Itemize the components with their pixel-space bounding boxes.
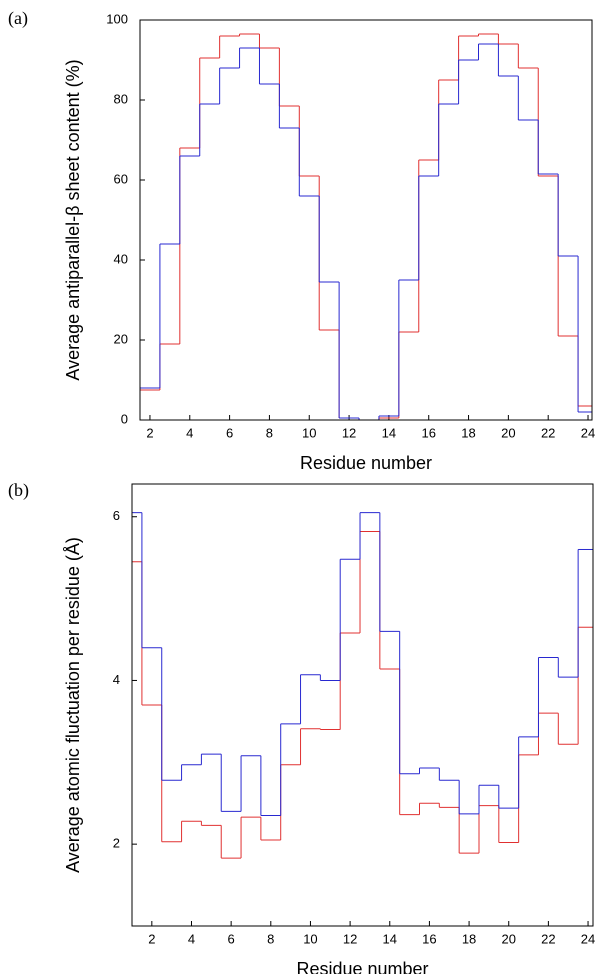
x-tick-label: 10 <box>303 931 317 946</box>
y-tick-label: 2 <box>113 836 120 851</box>
x-tick-label: 4 <box>186 425 193 440</box>
x-tick-label: 16 <box>421 425 435 440</box>
x-tick-label: 12 <box>342 425 356 440</box>
x-tick-label: 20 <box>501 931 515 946</box>
y-tick-label: 80 <box>114 91 128 106</box>
y-axis-label: Average antiparallel-β sheet content (%) <box>63 59 83 380</box>
plot-frame <box>139 19 593 421</box>
panel-label: (b) <box>8 480 29 501</box>
x-axis-label: Residue number <box>296 959 428 974</box>
x-tick-label: 4 <box>188 931 195 946</box>
x-tick-label: 22 <box>541 931 555 946</box>
x-tick-label: 12 <box>343 931 357 946</box>
x-axis-label: Residue number <box>300 453 432 473</box>
y-axis-label: Average atomic fluctuation per residue (… <box>63 537 83 873</box>
x-tick-label: 6 <box>226 425 233 440</box>
x-tick-label: 6 <box>228 931 235 946</box>
x-tick-label: 18 <box>461 425 475 440</box>
x-tick-label: 8 <box>267 931 274 946</box>
y-tick-label: 0 <box>121 411 128 426</box>
x-tick-label: 14 <box>382 425 396 440</box>
panel-label: (a) <box>8 8 28 29</box>
x-tick-label: 22 <box>541 425 555 440</box>
x-tick-label: 2 <box>146 425 153 440</box>
plot-frame <box>131 483 594 927</box>
x-tick-label: 24 <box>581 931 595 946</box>
y-tick-label: 60 <box>114 171 128 186</box>
x-tick-label: 14 <box>383 931 397 946</box>
y-tick-label: 40 <box>114 251 128 266</box>
y-tick-label: 20 <box>114 331 128 346</box>
x-tick-label: 2 <box>148 931 155 946</box>
y-tick-label: 6 <box>113 508 120 523</box>
x-tick-label: 20 <box>501 425 515 440</box>
x-tick-label: 18 <box>462 931 476 946</box>
x-tick-label: 10 <box>302 425 316 440</box>
y-tick-label: 100 <box>106 11 128 26</box>
x-tick-label: 8 <box>266 425 273 440</box>
y-tick-label: 4 <box>113 672 120 687</box>
x-tick-label: 16 <box>422 931 436 946</box>
x-tick-label: 24 <box>581 425 595 440</box>
